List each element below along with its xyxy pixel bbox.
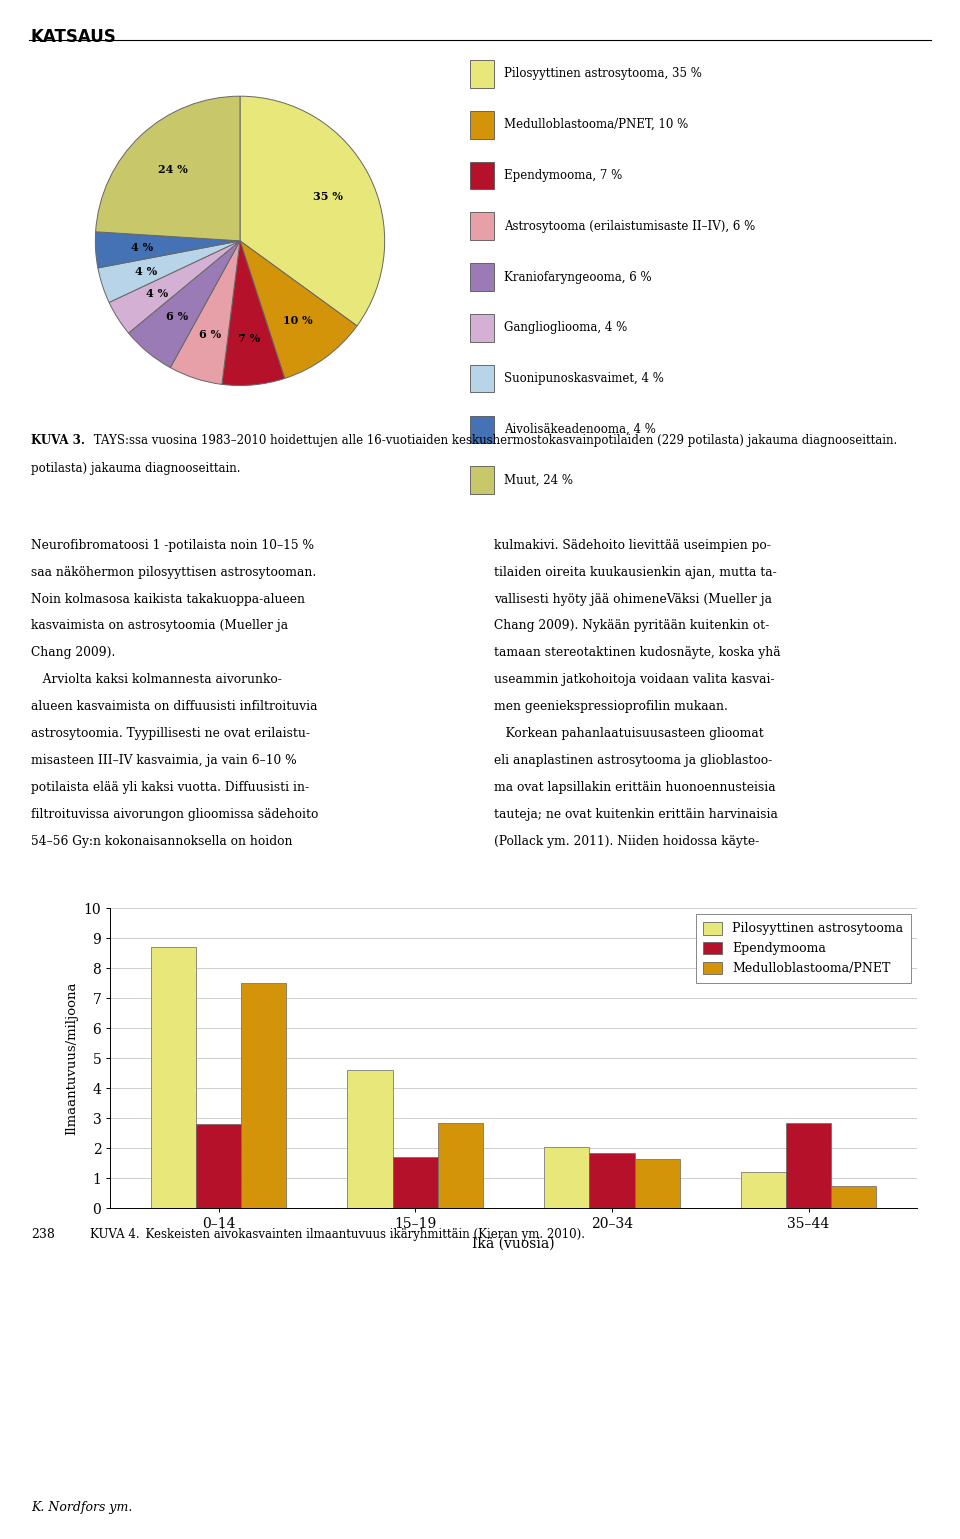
Text: 7 %: 7 %	[238, 334, 260, 345]
Text: Astrosytooma (erilaistumisaste II–IV), 6 %: Astrosytooma (erilaistumisaste II–IV), 6…	[504, 220, 756, 232]
Text: misasteen III–IV kasvaimia, ja vain 6–10 %: misasteen III–IV kasvaimia, ja vain 6–10…	[31, 754, 297, 766]
Wedge shape	[95, 232, 240, 268]
Text: astrosytoomia. Tyypillisesti ne ovat erilaistu-: astrosytoomia. Tyypillisesti ne ovat eri…	[31, 728, 310, 740]
Wedge shape	[129, 240, 240, 368]
Text: eli anaplastinen astrosytooma ja glioblastoo-: eli anaplastinen astrosytooma ja gliobla…	[494, 754, 773, 766]
Text: Kraniofaryngeooma, 6 %: Kraniofaryngeooma, 6 %	[504, 271, 652, 283]
Wedge shape	[222, 240, 285, 386]
Bar	[151, 946, 196, 1208]
Wedge shape	[240, 240, 357, 379]
Text: (Pollack ym. 2011). Niiden hoidossa käyte-: (Pollack ym. 2011). Niiden hoidossa käyt…	[494, 834, 759, 848]
Text: filtroituvissa aivorungon glioomissa sädehoito: filtroituvissa aivorungon glioomissa säd…	[31, 808, 318, 820]
Text: Chang 2009). Nykään pyritään kuitenkin ot-: Chang 2009). Nykään pyritään kuitenkin o…	[494, 620, 770, 633]
Text: useammin jatkohoitoja voidaan valita kasvai-: useammin jatkohoitoja voidaan valita kas…	[494, 674, 775, 686]
Text: Noin kolmasosa kaikista takakuoppa-alueen: Noin kolmasosa kaikista takakuoppa-aluee…	[31, 593, 304, 605]
Text: alueen kasvaimista on diffuusisti infiltroituvia: alueen kasvaimista on diffuusisti infilt…	[31, 700, 317, 713]
Text: vallisesti hyöty jää ohimeneVäksi (Mueller ja: vallisesti hyöty jää ohimeneVäksi (Muell…	[494, 593, 773, 605]
Wedge shape	[109, 240, 240, 332]
X-axis label: Ikä (vuosia): Ikä (vuosia)	[472, 1237, 555, 1251]
Text: Chang 2009).: Chang 2009).	[31, 646, 115, 659]
Bar	[241, 983, 286, 1208]
Text: tauteja; ne ovat kuitenkin erittäin harvinaisia: tauteja; ne ovat kuitenkin erittäin harv…	[494, 808, 779, 820]
Bar	[635, 1159, 680, 1208]
Text: 54–56 Gy:n kokonaisannoksella on hoidon: 54–56 Gy:n kokonaisannoksella on hoidon	[31, 834, 292, 848]
Text: Suonipunoskasvaimet, 4 %: Suonipunoskasvaimet, 4 %	[504, 372, 664, 385]
Y-axis label: Ilmaantuvuus/miljoona: Ilmaantuvuus/miljoona	[65, 982, 78, 1134]
Text: potilaista elää yli kaksi vuotta. Diffuusisti in-: potilaista elää yli kaksi vuotta. Diffuu…	[31, 782, 309, 794]
Text: K. Nordfors ym.: K. Nordfors ym.	[31, 1502, 132, 1514]
Text: tilaiden oireita kuukausienkin ajan, mutta ta-: tilaiden oireita kuukausienkin ajan, mut…	[494, 565, 778, 579]
Text: Ependymooma, 7 %: Ependymooma, 7 %	[504, 169, 622, 182]
Legend: Pilosyyttinen astrosytooma, Ependymooma, Medulloblastooma/PNET: Pilosyyttinen astrosytooma, Ependymooma,…	[696, 914, 910, 982]
Bar	[786, 1122, 831, 1208]
Text: Muut, 24 %: Muut, 24 %	[504, 474, 573, 486]
Wedge shape	[240, 95, 385, 326]
Text: 6 %: 6 %	[166, 311, 188, 322]
Text: kasvaimista on astrosytoomia (Mueller ja: kasvaimista on astrosytoomia (Mueller ja	[31, 620, 288, 633]
Text: 24 %: 24 %	[157, 163, 187, 174]
Text: Neurofibromatoosi 1 -potilaista noin 10–15 %: Neurofibromatoosi 1 -potilaista noin 10–…	[31, 539, 314, 551]
Text: Gangliogliooma, 4 %: Gangliogliooma, 4 %	[504, 322, 627, 334]
Text: potilasta) jakauma diagnooseittain.: potilasta) jakauma diagnooseittain.	[31, 462, 240, 474]
Bar	[741, 1173, 786, 1208]
Text: KUVA 3.: KUVA 3.	[31, 434, 84, 446]
Wedge shape	[170, 240, 240, 385]
Text: 6 %: 6 %	[199, 329, 221, 340]
Text: men geeniekspressioprofilin mukaan.: men geeniekspressioprofilin mukaan.	[494, 700, 729, 713]
Text: Medulloblastooma/PNET, 10 %: Medulloblastooma/PNET, 10 %	[504, 119, 688, 131]
Text: Pilosyyttinen astrosytooma, 35 %: Pilosyyttinen astrosytooma, 35 %	[504, 68, 702, 80]
Text: 35 %: 35 %	[313, 191, 343, 202]
Wedge shape	[96, 95, 240, 240]
Text: KUVA 4. Keskeisten aivokasvainten ilmaantuvuus ikäryhmittäin (Kieran ym. 2010).: KUVA 4. Keskeisten aivokasvainten ilmaan…	[90, 1228, 586, 1240]
Bar	[589, 1153, 635, 1208]
Text: saa näköhermon pilosyyttisen astrosytooman.: saa näköhermon pilosyyttisen astrosytoom…	[31, 565, 316, 579]
Text: Arviolta kaksi kolmannesta aivorunko-: Arviolta kaksi kolmannesta aivorunko-	[31, 674, 281, 686]
Bar	[348, 1070, 393, 1208]
Bar	[196, 1123, 241, 1208]
Text: 10 %: 10 %	[283, 315, 313, 326]
Bar	[393, 1157, 438, 1208]
Text: Korkean pahanlaatuisuusasteen glioomat: Korkean pahanlaatuisuusasteen glioomat	[494, 728, 764, 740]
Text: tamaan stereotaktinen kudosnäyte, koska yhä: tamaan stereotaktinen kudosnäyte, koska …	[494, 646, 781, 659]
Text: 238: 238	[31, 1228, 55, 1240]
Text: 4 %: 4 %	[135, 266, 157, 277]
Bar	[831, 1185, 876, 1208]
Text: Aivolisäkeadenooma, 4 %: Aivolisäkeadenooma, 4 %	[504, 423, 656, 436]
Text: KATSAUS: KATSAUS	[31, 28, 116, 46]
Text: TAYS:ssa vuosina 1983–2010 hoidettujen alle 16-vuotiaiden keskushermostokasvainp: TAYS:ssa vuosina 1983–2010 hoidettujen a…	[90, 434, 898, 446]
Text: 4 %: 4 %	[146, 288, 168, 299]
Wedge shape	[98, 240, 240, 303]
Bar	[544, 1147, 589, 1208]
Text: ma ovat lapsillakin erittäin huonoennusteisia: ma ovat lapsillakin erittäin huonoennust…	[494, 782, 776, 794]
Text: kulmakivi. Sädehoito lievittää useimpien po-: kulmakivi. Sädehoito lievittää useimpien…	[494, 539, 771, 551]
Bar	[438, 1122, 483, 1208]
Text: 4 %: 4 %	[131, 242, 153, 252]
